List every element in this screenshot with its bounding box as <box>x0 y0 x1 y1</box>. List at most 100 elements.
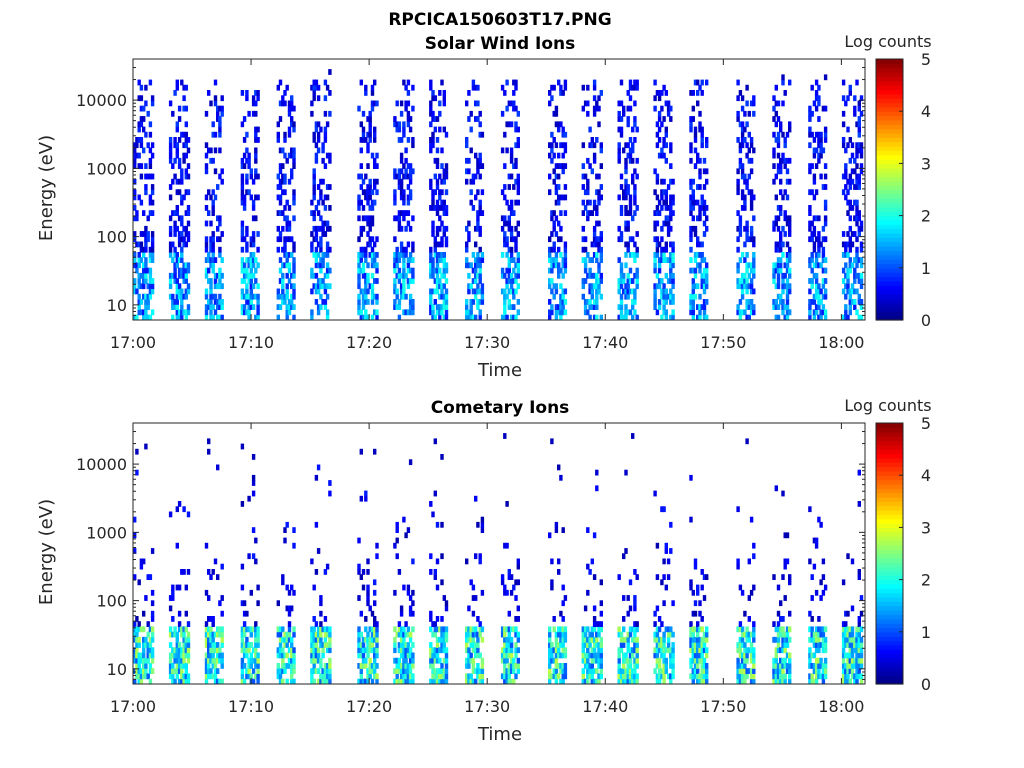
spectrogram-cell <box>783 673 787 680</box>
spectrogram-cell <box>278 636 283 643</box>
spectrogram-cell <box>592 642 597 648</box>
spectrogram-cell <box>316 262 321 269</box>
spectrogram-cell <box>595 485 599 492</box>
spectrogram-cell <box>218 267 222 274</box>
spectrogram-cell <box>810 236 814 243</box>
spectrogram-cell <box>316 137 321 143</box>
spectrogram-cell <box>631 299 635 305</box>
spectrogram-cell <box>476 668 480 674</box>
spectrogram-cell <box>245 283 249 290</box>
spectrogram-cell <box>700 199 704 206</box>
spectrogram-cell <box>180 299 184 305</box>
spectrogram-cell <box>435 262 440 269</box>
spectrogram-cell <box>310 626 314 633</box>
spectrogram-cell <box>139 257 144 263</box>
spectrogram-cell <box>595 100 599 107</box>
spectrogram-cell <box>561 272 565 279</box>
spectrogram-cell <box>743 309 747 316</box>
spectrogram-cell <box>173 246 177 253</box>
spectrogram-cell <box>653 293 657 300</box>
spectrogram-cell <box>749 673 754 680</box>
spectrogram-cell <box>476 157 480 164</box>
spectrogram-cell <box>256 663 260 669</box>
spectrogram-cell <box>411 241 415 248</box>
spectrogram-cell <box>395 304 399 310</box>
spectrogram-cell <box>561 616 565 622</box>
spectrogram-cell <box>655 90 660 96</box>
spectrogram-cell <box>242 278 247 284</box>
spectrogram-cell <box>375 163 379 169</box>
spectrogram-cell <box>310 642 314 648</box>
spectrogram-cell <box>700 663 704 669</box>
spectrogram-cell <box>402 652 406 659</box>
spectrogram-cell <box>323 304 328 310</box>
spectrogram-cell <box>150 668 155 674</box>
spectrogram-cell <box>702 257 707 263</box>
spectrogram-cell <box>512 236 516 243</box>
spectrogram-cell <box>370 105 375 112</box>
spectrogram-cell <box>254 663 258 669</box>
spectrogram-cell <box>557 652 561 659</box>
spectrogram-cell <box>788 678 792 685</box>
spectrogram-cell <box>440 288 444 295</box>
spectrogram-cell <box>370 220 375 227</box>
spectrogram-cell <box>399 610 404 617</box>
spectrogram-cell <box>433 236 437 243</box>
spectrogram-cell <box>550 647 554 654</box>
spectrogram-cell <box>745 220 749 227</box>
spectrogram-cell <box>323 131 328 138</box>
spectrogram-cell <box>408 668 413 674</box>
spectrogram-cell <box>245 610 249 617</box>
spectrogram-cell <box>429 178 433 185</box>
spectrogram-cell <box>478 205 482 211</box>
spectrogram-cell <box>635 267 639 274</box>
spectrogram-cell <box>478 631 482 638</box>
spectrogram-cell <box>812 668 817 674</box>
spectrogram-cell <box>855 121 859 128</box>
spectrogram-cell <box>857 636 861 643</box>
spectrogram-cell <box>853 272 857 279</box>
spectrogram-cell <box>404 663 408 669</box>
spectrogram-cell <box>397 252 402 258</box>
spectrogram-cell <box>319 241 323 248</box>
spectrogram-cell <box>512 626 516 633</box>
spectrogram-cell <box>698 210 702 216</box>
spectrogram-cell <box>395 288 399 295</box>
spectrogram-cell <box>749 100 754 107</box>
spectrogram-cell <box>740 652 745 659</box>
spectrogram-cell <box>249 589 253 596</box>
spectrogram-cell <box>404 84 408 91</box>
spectrogram-cell <box>442 657 446 664</box>
spectrogram-cell <box>595 657 599 664</box>
spectrogram-cell <box>325 220 330 227</box>
spectrogram-cell <box>366 163 370 169</box>
spectrogram-cell <box>429 246 433 253</box>
spectrogram-cell <box>503 647 507 654</box>
spectrogram-cell <box>467 314 471 321</box>
spectrogram-cell <box>509 657 514 664</box>
spectrogram-cell <box>173 173 177 180</box>
spectrogram-cell <box>442 231 446 237</box>
spectrogram-cell <box>848 309 852 316</box>
spectrogram-cell <box>808 657 812 664</box>
spectrogram-cell <box>563 246 568 253</box>
spectrogram-cell <box>186 137 191 143</box>
spectrogram-cell <box>249 299 253 305</box>
spectrogram-cell <box>359 137 363 143</box>
spectrogram-cell <box>631 147 635 154</box>
colorbar-segment <box>876 67 903 73</box>
spectrogram-cell <box>550 673 554 680</box>
spectrogram-cell <box>554 521 559 528</box>
spectrogram-cell <box>254 657 258 664</box>
spectrogram-cell <box>509 121 514 128</box>
spectrogram-cell <box>480 527 485 533</box>
spectrogram-cell <box>700 678 704 685</box>
spectrogram-cell <box>693 137 698 143</box>
spectrogram-cell <box>691 309 695 316</box>
spectrogram-cell <box>622 553 626 560</box>
spectrogram-cell <box>581 225 585 232</box>
spectrogram-cell <box>469 147 473 154</box>
spectrogram-cell <box>559 90 563 96</box>
spectrogram-cell <box>554 173 559 180</box>
spectrogram-cell <box>325 563 330 570</box>
